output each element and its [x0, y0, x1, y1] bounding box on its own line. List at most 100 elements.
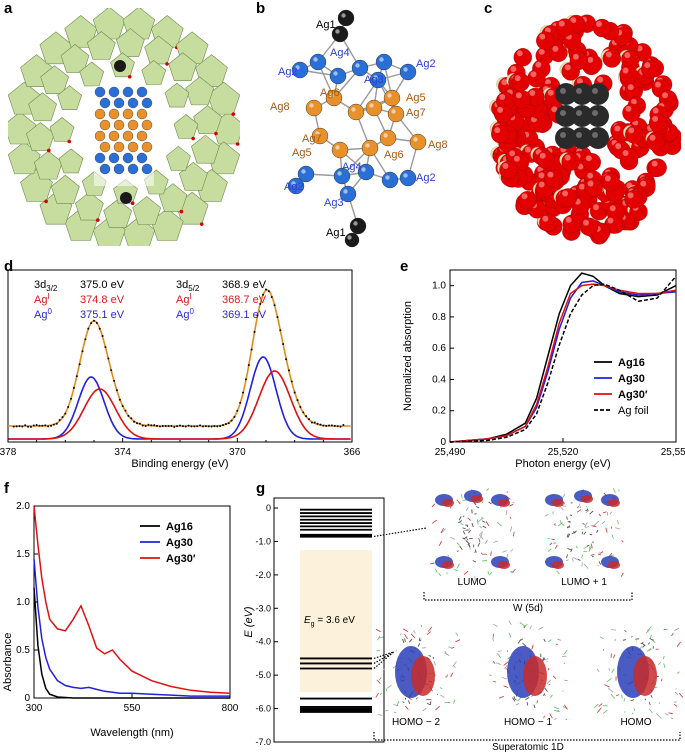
oxygen-atom — [562, 153, 580, 171]
y-axis-ticks: 0-1.0-2.0-3.0-4.0-5.0-6.0-7.0 — [255, 503, 278, 747]
data-point — [319, 424, 321, 426]
legend-label: Ag30 — [166, 537, 193, 549]
silver-atom — [142, 142, 152, 152]
highlight — [624, 52, 630, 58]
atom-highlight — [361, 167, 365, 171]
silver-atom — [310, 54, 326, 70]
tick-label: -2.0 — [255, 570, 271, 580]
atom-highlight — [309, 103, 313, 107]
silver-atom — [109, 153, 119, 163]
atom-highlight — [355, 63, 359, 67]
highlight — [530, 71, 536, 77]
oxygen-atom — [559, 188, 577, 206]
data-point — [76, 375, 78, 377]
highlight — [662, 92, 668, 98]
legend-label: Ag30′ — [618, 389, 648, 401]
highlight — [592, 88, 598, 94]
label-ag4-top: Ag4 — [330, 47, 350, 59]
label-ag8-l: Ag8 — [270, 101, 290, 113]
oxygen-atom — [527, 69, 545, 87]
oxygen-atom — [67, 140, 71, 144]
highlight — [565, 155, 571, 161]
oxygen-atom — [214, 132, 218, 136]
silver-atom — [376, 54, 392, 70]
data-point — [340, 426, 342, 428]
oxygen-atom — [620, 148, 638, 166]
tick-label: -7.0 — [255, 737, 271, 747]
legend: Ag16 Ag30 Ag30′ Ag foil — [594, 357, 649, 417]
oxygen-atom — [593, 19, 611, 37]
legend-agI-1-value: 374.8 eV — [80, 294, 125, 306]
silver-atom — [388, 106, 404, 122]
silver-atom — [100, 142, 110, 152]
highlight — [583, 220, 589, 226]
series-ag30 — [34, 506, 230, 693]
atom-highlight — [341, 13, 345, 17]
data-point — [127, 415, 129, 417]
silver-atom — [100, 120, 110, 130]
highlight — [539, 181, 545, 187]
data-point — [150, 424, 152, 426]
highlight — [628, 84, 634, 90]
tick-label: 0.6 — [432, 343, 446, 354]
silver-atom — [587, 127, 609, 149]
data-point — [61, 416, 63, 418]
space-filling-atoms — [489, 15, 681, 245]
tick-label: 25,490 — [435, 447, 466, 458]
bracket-top — [424, 592, 632, 600]
label-ag1-top: Ag1 — [316, 19, 336, 31]
tick-label: 0.4 — [432, 374, 446, 385]
data-point — [231, 420, 233, 422]
silver-atom — [142, 98, 152, 108]
oxygen-atom — [128, 75, 132, 79]
tick-label: 0 — [440, 437, 446, 448]
data-point — [147, 424, 149, 426]
silver-atom — [114, 164, 124, 174]
label-ag2-bl: Ag2 — [284, 181, 304, 193]
highlight — [597, 77, 603, 83]
legend-label: Ag foil — [618, 405, 649, 417]
highlight — [510, 66, 516, 72]
oxygen-atom — [621, 50, 639, 68]
silver-atom — [384, 90, 400, 106]
data-point — [84, 338, 86, 340]
highlight — [579, 184, 585, 190]
data-point — [274, 304, 276, 306]
group-superatomic: Superatomic 1D — [492, 742, 564, 753]
silver-atom — [587, 83, 609, 105]
silver-atom — [400, 64, 416, 80]
legend-3d32-value: 375.0 eV — [80, 279, 125, 291]
silver-atom — [400, 170, 416, 186]
highlight — [547, 172, 553, 178]
oxygen-atom — [649, 114, 667, 132]
highlight — [539, 172, 545, 178]
panel-g-energy: 0-1.0-2.0-3.0-4.0-5.0-6.0-7.0 E (eV) Eg … — [244, 484, 685, 753]
highlight — [539, 34, 545, 40]
data-point — [305, 415, 307, 417]
highlight — [497, 107, 503, 113]
data-point — [156, 425, 158, 427]
tick-label: -3.0 — [255, 603, 271, 613]
data-point — [73, 387, 75, 389]
label-ag7-r: Ag7 — [406, 107, 426, 119]
data-point — [21, 426, 23, 428]
data-point — [176, 425, 178, 427]
atom-highlight — [313, 57, 317, 61]
legend-3d52-value: 368.9 eV — [222, 279, 267, 291]
atom-highlight — [391, 109, 395, 113]
tick-label: -4.0 — [255, 637, 271, 647]
data-point — [245, 378, 247, 380]
highlight — [576, 132, 582, 138]
ag1-atom — [120, 192, 132, 204]
orbital-lumo-plus-1: LUMO + 1 — [561, 577, 607, 588]
svg-text:AgI: AgI — [34, 292, 50, 306]
legend-ag0-1-value: 375.1 eV — [80, 309, 125, 321]
label-ag6-b: Ag6 — [384, 149, 404, 161]
highlight — [517, 50, 523, 56]
silver-atom — [128, 120, 138, 130]
oxygen-atom — [236, 142, 240, 146]
oxygen-atom — [47, 149, 51, 153]
highlight — [605, 175, 611, 181]
connector — [374, 528, 426, 536]
svg-text:3d5/2: 3d5/2 — [176, 279, 200, 293]
